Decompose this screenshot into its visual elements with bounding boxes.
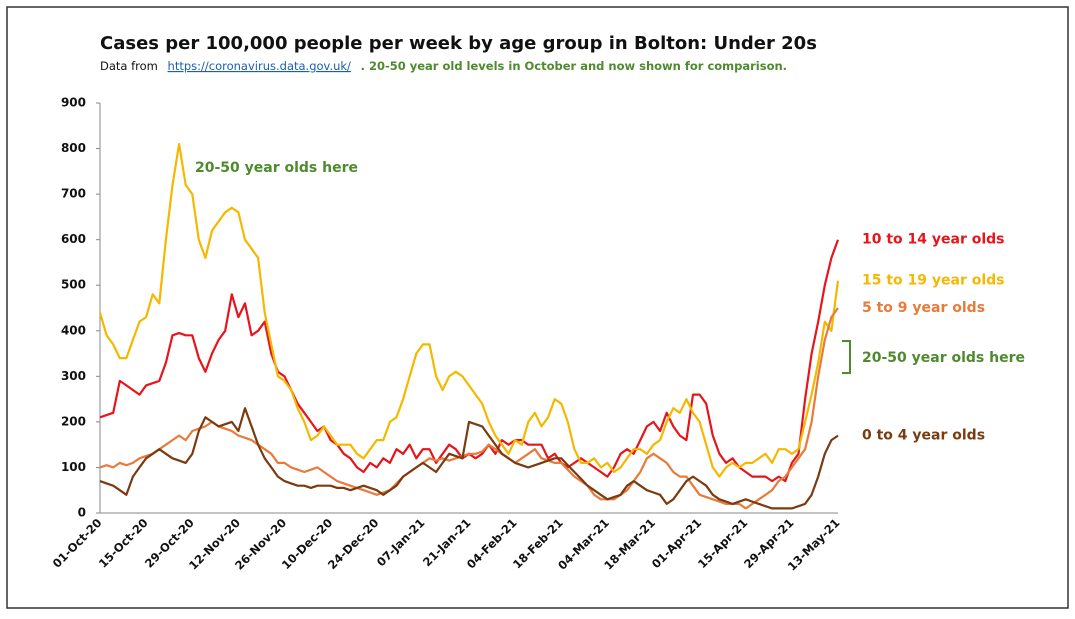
bracket	[842, 340, 851, 374]
series-line	[99, 307, 839, 510]
subtitle: Data from https://coronavirus.data.gov.u…	[100, 59, 787, 73]
y-tick-label: 100	[61, 460, 86, 474]
chart-title: Cases per 100,000 people per week by age…	[100, 33, 817, 54]
y-tick-label: 600	[61, 232, 86, 246]
y-tick-label: 900	[61, 96, 86, 110]
series-label: 5 to 9 year olds	[862, 300, 985, 316]
y-tick-label: 400	[61, 323, 86, 337]
series-label: 0 to 4 year olds	[862, 428, 985, 444]
subtitle-note: . 20-50 year old levels in October and n…	[361, 59, 787, 73]
series-line	[99, 407, 839, 510]
y-tick-label: 800	[61, 141, 86, 155]
series-label: 10 to 14 year olds	[862, 232, 1005, 248]
y-tick-label: 500	[61, 278, 86, 292]
series-line	[98, 142, 840, 478]
source-prefix: Data from	[100, 59, 158, 73]
y-tick-label: 700	[61, 187, 86, 201]
y-tick-label: 0	[78, 506, 86, 520]
frame	[6, 6, 1069, 609]
y-tick-label: 200	[61, 414, 86, 428]
series-label: 15 to 19 year olds	[862, 273, 1005, 289]
y-tick-label: 300	[61, 369, 86, 383]
source-link[interactable]: https://coronavirus.data.gov.uk/	[168, 59, 352, 73]
annotation: 20-50 year olds here	[862, 350, 1025, 366]
annotation: 20-50 year olds here	[195, 160, 358, 176]
